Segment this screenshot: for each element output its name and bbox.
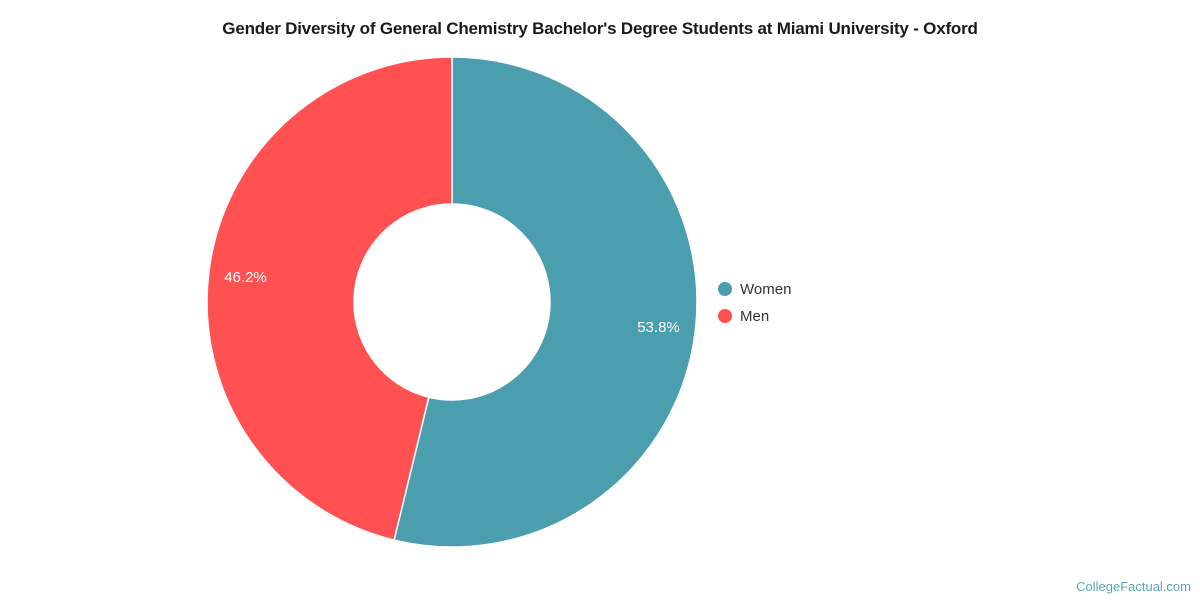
legend-item-men[interactable]: Men (718, 306, 791, 326)
chart-title: Gender Diversity of General Chemistry Ba… (222, 19, 978, 38)
slice-label-women: 53.8% (637, 319, 680, 336)
legend-item-women[interactable]: Women (718, 279, 791, 299)
slice-women[interactable] (393, 56, 698, 548)
legend-label-men: Men (740, 307, 770, 325)
legend: Women Men (718, 279, 791, 326)
legend-marker-men-icon (718, 309, 732, 323)
slice-label-men: 46.2% (224, 269, 267, 286)
slice-men[interactable] (206, 56, 453, 541)
legend-marker-women-icon (718, 282, 732, 296)
legend-label-women: Women (740, 280, 792, 298)
watermark-credit[interactable]: CollegeFactual.com (1076, 579, 1191, 594)
